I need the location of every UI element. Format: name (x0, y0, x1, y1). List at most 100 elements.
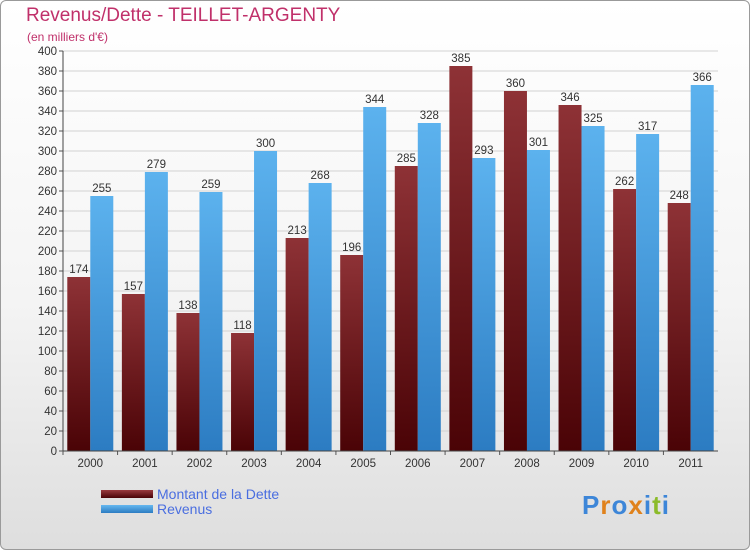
proxiti-logo: Proxiti (582, 490, 670, 521)
y-tick-label: 380 (38, 66, 57, 78)
y-tick-label: 320 (38, 126, 57, 138)
bar-dette (667, 203, 691, 451)
legend-swatch-debt (101, 490, 153, 498)
x-tick-label: 2001 (132, 458, 158, 470)
x-tick-label: 2008 (514, 458, 540, 470)
bar-revenus (308, 183, 332, 451)
data-label: 385 (451, 53, 470, 65)
data-label: 262 (615, 176, 634, 188)
data-label: 138 (178, 300, 197, 312)
data-label: 344 (365, 94, 385, 106)
bar-dette (67, 277, 91, 451)
data-label: 328 (420, 110, 439, 122)
y-tick-label: 280 (38, 166, 57, 178)
y-tick-label: 40 (44, 406, 57, 418)
logo-letter: x (628, 490, 644, 520)
legend-label-debt: Montant de la Dette (157, 486, 280, 502)
bar-dette (503, 91, 527, 451)
axes: 0 20 40 60 80 100 120 140 160 180 200 220 240 260 280 3… (38, 46, 718, 470)
x-tick-label: 2007 (460, 458, 486, 470)
x-tick-label: 2011 (678, 458, 703, 470)
y-tick-label: 120 (38, 326, 57, 338)
data-label: 259 (201, 179, 220, 191)
y-tick-label: 360 (38, 86, 57, 98)
x-tick-label: 2004 (296, 458, 322, 470)
data-labels: 174 255 157 279 138 259 118 300 213 268 196 344 285 3… (69, 53, 712, 332)
data-label: 300 (256, 138, 275, 150)
data-label: 301 (529, 137, 548, 149)
y-tick-label: 340 (38, 106, 57, 118)
bar-revenus (254, 151, 278, 451)
data-label: 346 (560, 92, 579, 104)
bar-revenus (526, 150, 550, 451)
y-tick-label: 20 (44, 426, 57, 438)
logo-letter: o (611, 490, 629, 520)
chart-subtitle: (en milliers d'€) (27, 30, 108, 44)
bar-revenus (636, 134, 660, 451)
bar-revenus (472, 158, 496, 451)
bar-revenus (417, 123, 441, 451)
chart-title: Revenus/Dette - TEILLET-ARGENTY (26, 5, 341, 26)
data-label: 157 (124, 281, 143, 293)
y-tick-label: 200 (38, 246, 57, 258)
x-tick-label: 2005 (350, 458, 376, 470)
bar-dette (394, 166, 418, 451)
legend-label-revenus: Revenus (157, 501, 213, 517)
x-tick-label: 2002 (187, 458, 213, 470)
bar-dette (231, 333, 255, 451)
y-tick-label: 160 (38, 286, 57, 298)
logo-letter: r (600, 490, 612, 520)
x-tick-label: 2000 (77, 458, 103, 470)
data-label: 285 (397, 153, 416, 165)
data-label: 317 (638, 121, 657, 133)
data-label: 118 (233, 320, 251, 332)
bar-dette (285, 238, 309, 451)
data-label: 213 (288, 225, 307, 237)
logo-letter: P (582, 490, 601, 520)
x-tick-label: 2009 (569, 458, 595, 470)
y-tick-label: 80 (44, 366, 57, 378)
y-tick-label: 400 (38, 46, 57, 58)
bar-revenus (144, 172, 168, 451)
y-tick-label: 260 (38, 186, 57, 198)
data-label: 196 (342, 242, 361, 254)
data-label: 279 (147, 159, 166, 171)
x-tick-label: 2010 (623, 458, 649, 470)
legend-swatch-revenus (101, 505, 153, 513)
y-tick-label: 60 (44, 386, 57, 398)
y-tick-label: 220 (38, 226, 57, 238)
x-tick-label: 2006 (405, 458, 431, 470)
bar-revenus (90, 196, 114, 451)
data-label: 174 (69, 264, 89, 276)
data-label: 366 (693, 72, 712, 84)
bar-dette (121, 294, 145, 451)
data-label: 248 (670, 190, 689, 202)
y-tick-label: 140 (38, 306, 57, 318)
logo-letter: i (643, 490, 653, 520)
bar-revenus (690, 85, 714, 451)
gridlines (63, 50, 718, 452)
x-tick-label: 2003 (241, 458, 267, 470)
data-label: 268 (311, 170, 330, 182)
y-tick-label: 240 (38, 206, 57, 218)
data-label: 360 (506, 78, 525, 90)
y-tick-label: 180 (38, 266, 57, 278)
bar-dette (558, 105, 582, 451)
y-tick-label: 300 (38, 146, 57, 158)
logo-letter: t (652, 490, 662, 520)
data-label: 255 (92, 183, 111, 195)
bar-revenus (363, 107, 387, 451)
y-tick-label: 100 (38, 346, 57, 358)
bar-revenus (199, 192, 223, 451)
bar-dette (340, 255, 364, 451)
bar-dette (613, 189, 637, 451)
bar-dette (176, 313, 200, 451)
data-label: 325 (583, 113, 602, 125)
data-label: 293 (474, 145, 493, 157)
bars (67, 66, 714, 451)
logo-letter: i (661, 490, 670, 520)
bar-revenus (581, 126, 605, 451)
bar-dette (449, 66, 473, 451)
